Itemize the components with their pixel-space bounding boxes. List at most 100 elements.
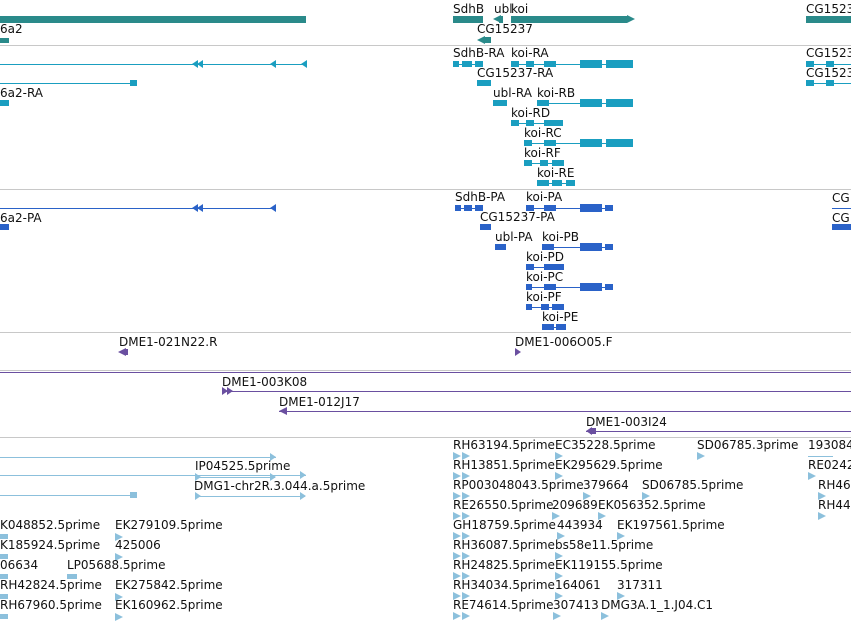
est-label[interactable]: EK295629.5prime: [555, 458, 663, 472]
gene-label: ubl: [494, 2, 513, 16]
est-label[interactable]: 317311: [617, 578, 663, 592]
est-label[interactable]: 443934: [557, 518, 603, 532]
est-label[interactable]: LP05688.5prime: [67, 558, 166, 572]
est-marker[interactable]: [115, 593, 123, 601]
est-marker[interactable]: [642, 492, 650, 500]
est-marker[interactable]: [453, 612, 461, 620]
est-label[interactable]: EC35228.5prime: [555, 438, 656, 452]
est-marker[interactable]: [617, 532, 625, 540]
est-label[interactable]: RH63194.5prime: [453, 438, 555, 452]
est-marker[interactable]: [0, 614, 8, 619]
est-label[interactable]: RE0242: [808, 458, 851, 472]
est-marker[interactable]: [115, 613, 123, 621]
gene-label: SdhB: [453, 2, 485, 16]
est-marker[interactable]: [601, 612, 609, 620]
protein-label: CG: [832, 191, 850, 205]
est-label[interactable]: DMG3A.1_1.J04.C1: [601, 598, 714, 612]
est-marker[interactable]: [598, 512, 606, 520]
est-label[interactable]: 307413: [553, 598, 599, 612]
est-marker[interactable]: [462, 612, 470, 620]
est-label[interactable]: RH34034.5prime: [453, 578, 555, 592]
est-label[interactable]: EK056352.5prime: [598, 498, 706, 512]
est-marker[interactable]: [818, 492, 826, 500]
est-marker[interactable]: [808, 472, 816, 480]
protein-label: 6a2-PA: [0, 211, 42, 225]
est-marker[interactable]: [453, 592, 461, 600]
est-marker[interactable]: [552, 512, 560, 520]
est-marker[interactable]: [555, 452, 563, 460]
est-label[interactable]: RH24825.5prime: [453, 558, 555, 572]
est-marker[interactable]: [462, 452, 470, 460]
est-label[interactable]: RH36087.5prime: [453, 538, 555, 552]
gene-label: CG15237: [477, 22, 533, 36]
est-marker[interactable]: [453, 472, 461, 480]
est-label[interactable]: EK279109.5prime: [115, 518, 223, 532]
est-label[interactable]: 193084: [808, 438, 851, 452]
est-label[interactable]: RE74614.5prime: [453, 598, 554, 612]
est-marker[interactable]: [115, 553, 123, 561]
est-marker[interactable]: [697, 452, 705, 460]
est-label[interactable]: 06634: [0, 558, 39, 572]
est-label[interactable]: EK160962.5prime: [115, 598, 223, 612]
est-marker[interactable]: [555, 552, 563, 560]
est-label[interactable]: SD06785.5prime: [642, 478, 744, 492]
track-divider: [0, 437, 851, 438]
protein-label: koi-PA: [526, 190, 563, 204]
est-marker[interactable]: [617, 592, 625, 600]
est-marker[interactable]: [0, 594, 8, 599]
est-marker[interactable]: [453, 532, 461, 540]
est-marker[interactable]: [115, 533, 123, 541]
est-marker[interactable]: [462, 592, 470, 600]
gene-label: 6a2: [0, 22, 23, 36]
est-marker[interactable]: [462, 552, 470, 560]
est-marker[interactable]: [0, 534, 8, 539]
gene-label: CG1523: [806, 2, 851, 16]
est-label[interactable]: 164061: [555, 578, 601, 592]
est-label[interactable]: K185924.5prime: [0, 538, 101, 552]
est-marker[interactable]: [453, 492, 461, 500]
track-divider: [0, 370, 851, 371]
est-marker[interactable]: [462, 492, 470, 500]
est-label[interactable]: EK119155.5prime: [555, 558, 663, 572]
est-label[interactable]: 209689: [552, 498, 598, 512]
est-label[interactable]: bs58e11.5prime: [555, 538, 654, 552]
est-marker[interactable]: [462, 512, 470, 520]
est-marker[interactable]: [0, 554, 8, 559]
est-marker[interactable]: [453, 452, 461, 460]
est-marker[interactable]: [0, 574, 8, 579]
est-label[interactable]: GH18759.5prime: [453, 518, 556, 532]
est-marker[interactable]: [462, 532, 470, 540]
est-label[interactable]: 425006: [115, 538, 161, 552]
est-marker[interactable]: [453, 572, 461, 580]
est-label[interactable]: EK197561.5prime: [617, 518, 725, 532]
est-marker[interactable]: [808, 456, 833, 457]
est-label[interactable]: RH46: [818, 478, 851, 492]
est-label[interactable]: RH42824.5prime: [0, 578, 102, 592]
est-label[interactable]: RH67960.5prime: [0, 598, 102, 612]
clone-top-line: [0, 372, 851, 373]
est-label[interactable]: RH44: [818, 498, 851, 512]
est-marker[interactable]: [453, 552, 461, 560]
est-marker[interactable]: [583, 492, 591, 500]
protein-label: CG15237-PA: [480, 210, 555, 224]
est-marker[interactable]: [553, 612, 561, 620]
est-marker[interactable]: [67, 574, 77, 579]
est-label[interactable]: K048852.5prime: [0, 518, 101, 532]
est-label[interactable]: RH13851.5prime: [453, 458, 555, 472]
est-marker[interactable]: [453, 512, 461, 520]
est-label[interactable]: 379664: [583, 478, 629, 492]
est-marker[interactable]: [462, 572, 470, 580]
est-marker[interactable]: [555, 572, 563, 580]
clone-end-label: DME1-021N22.R: [119, 335, 218, 349]
est-label[interactable]: RP003048043.5prime: [453, 478, 584, 492]
est-label[interactable]: SD06785.3prime: [697, 438, 799, 452]
est-marker[interactable]: [818, 512, 826, 520]
protein-label: ubl-PA: [495, 230, 533, 244]
est-marker[interactable]: [557, 532, 565, 540]
est-marker[interactable]: [555, 592, 563, 600]
est-label[interactable]: RE26550.5prime: [453, 498, 554, 512]
est-marker[interactable]: [462, 472, 470, 480]
est-marker[interactable]: [555, 472, 563, 480]
est-label[interactable]: EK275842.5prime: [115, 578, 223, 592]
transcript-track: 6a2-RA SdhB-RA koi-RA CG15237-RA ubl-RA …: [0, 46, 851, 188]
